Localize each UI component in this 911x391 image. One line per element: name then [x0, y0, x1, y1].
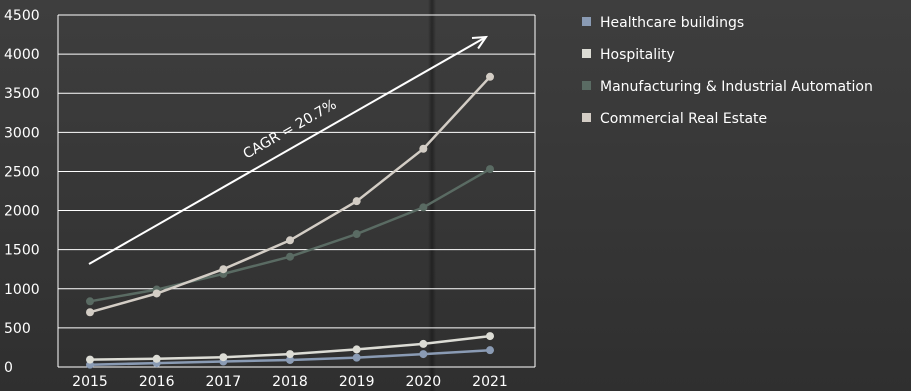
growth-arrow-head [471, 35, 489, 50]
series-commercial-real-estate [86, 72, 494, 317]
x-tick-label: 2019 [339, 374, 375, 390]
x-tick-label: 2020 [406, 374, 442, 390]
data-point [352, 197, 361, 206]
legend-label: Commercial Real Estate [600, 111, 767, 127]
legend-item: Manufacturing & Industrial Automation [582, 79, 873, 95]
series-healthcare-buildings [86, 346, 494, 369]
data-point [219, 353, 228, 362]
data-point [486, 332, 494, 341]
data-point [419, 144, 428, 153]
data-point [352, 353, 361, 362]
series-hospitality [86, 332, 494, 364]
data-point [86, 297, 94, 306]
grid-lines [57, 14, 536, 368]
data-point [219, 265, 228, 274]
data-point [419, 350, 428, 359]
series-manufacturing-industrial-automation [86, 165, 494, 306]
series-line-manufacturing-industrial-automation [89, 168, 491, 303]
x-tick-label: 2016 [139, 374, 175, 390]
y-tick-label: 2500 [4, 164, 40, 180]
legend-swatch [582, 49, 591, 58]
data-point [419, 339, 428, 348]
legend-swatch [582, 113, 591, 122]
legend-item: Healthcare buildings [582, 15, 744, 31]
x-tick-label: 2018 [272, 374, 308, 390]
legend-label: Hospitality [600, 47, 675, 63]
legend-swatch [582, 81, 591, 90]
y-tick-label: 1500 [4, 243, 40, 259]
data-point [352, 345, 361, 354]
y-tick-label: 3500 [4, 86, 40, 102]
series-lines [86, 72, 494, 369]
data-point [486, 72, 494, 81]
x-tick-label: 2015 [72, 374, 108, 390]
data-point [152, 289, 161, 298]
legend-label: Manufacturing & Industrial Automation [600, 79, 873, 95]
y-tick-label: 4000 [4, 47, 40, 63]
data-point [486, 165, 494, 174]
y-tick-label: 2000 [4, 204, 40, 220]
y-tick-label: 4500 [4, 8, 40, 24]
y-tick-label: 1000 [4, 282, 40, 298]
growth-arrow [88, 36, 487, 265]
data-point [352, 230, 361, 239]
data-point [486, 346, 494, 355]
legend: Healthcare buildings Hospitality Manufactu… [582, 15, 873, 127]
data-point [286, 350, 294, 359]
data-point [152, 354, 161, 363]
x-tick-label: 2017 [206, 374, 242, 390]
data-point [419, 203, 428, 212]
series-line-commercial-real-estate [89, 75, 491, 314]
y-tick-label: 3000 [4, 125, 40, 141]
legend-swatch [582, 17, 591, 26]
y-tick-label: 500 [4, 321, 31, 337]
y-tick-label: 0 [4, 360, 13, 376]
data-point [86, 355, 94, 364]
data-point [286, 236, 294, 245]
data-point [86, 308, 94, 317]
y-axis-tick-labels: 0 500 1000 1500 2000 2500 3000 3500 4000 4500 [4, 8, 40, 376]
legend-item: Commercial Real Estate [582, 111, 767, 127]
x-axis-tick-labels: 2015 2016 2017 2018 2019 2020 2021 [72, 374, 508, 390]
data-point [286, 252, 294, 261]
legend-label: Healthcare buildings [600, 15, 744, 31]
legend-item: Hospitality [582, 47, 675, 63]
x-tick-label: 2021 [472, 374, 508, 390]
data-point [286, 355, 294, 364]
